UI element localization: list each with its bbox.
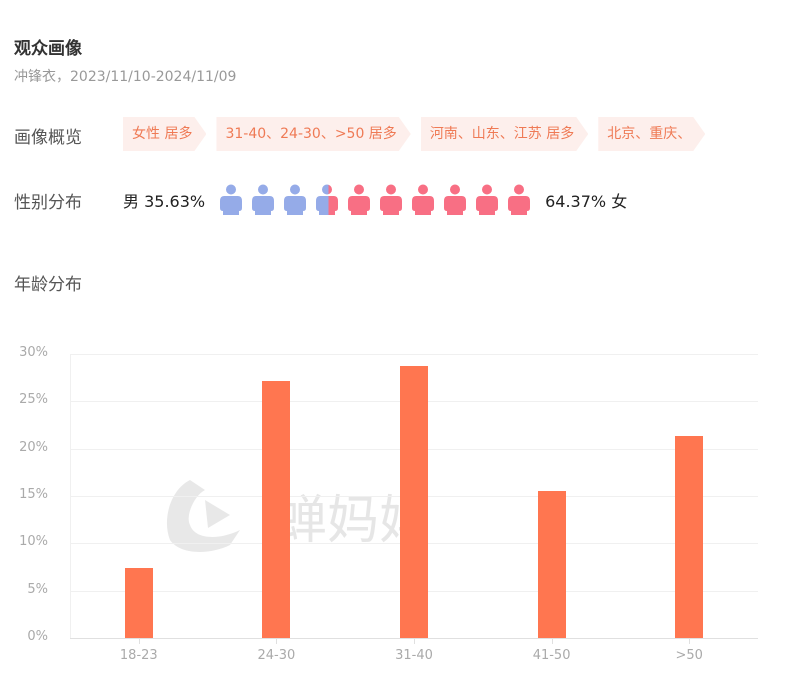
y-tick-label: 10% bbox=[19, 534, 48, 550]
x-tick-label: 41-50 bbox=[532, 648, 571, 663]
person-icon bbox=[380, 184, 403, 215]
y-tick-label: 0% bbox=[27, 629, 48, 644]
gender-label: 性别分布 bbox=[14, 193, 82, 213]
person-icon bbox=[508, 184, 531, 215]
overview-tag-age: 31-40、24-30、>50 居多 bbox=[216, 117, 410, 151]
overview-tag-province: 河南、山东、江苏 居多 bbox=[421, 117, 588, 151]
bar-41-50[interactable] bbox=[537, 491, 566, 638]
male-percentage: 男 35.63% bbox=[123, 192, 206, 211]
y-tick-label: 20% bbox=[19, 439, 48, 455]
bar->50[interactable] bbox=[675, 436, 704, 638]
female-percentage: 64.37% 女 bbox=[545, 192, 628, 211]
overview-tags: 女性 居多 31-40、24-30、>50 居多 河南、山东、江苏 居多 北京、… bbox=[123, 117, 705, 151]
x-tick-mark bbox=[138, 639, 140, 644]
y-axis-line bbox=[70, 354, 71, 638]
person-icon bbox=[444, 184, 467, 215]
x-tick-label: 18-23 bbox=[119, 648, 158, 663]
bar-18-23[interactable] bbox=[124, 567, 153, 638]
overview-tag-city: 北京、重庆、 bbox=[598, 117, 705, 151]
overview-tag-gender: 女性 居多 bbox=[123, 117, 206, 151]
x-axis-line bbox=[70, 638, 758, 639]
y-tick-label: 5% bbox=[27, 581, 48, 597]
person-icon bbox=[412, 184, 435, 215]
y-tick-label: 30% bbox=[19, 345, 48, 360]
page-title: 观众画像 bbox=[14, 39, 82, 59]
watermark-logo-icon: 蝉妈妈 bbox=[166, 480, 400, 552]
page-subtitle: 冲锋衣，2023/11/10-2024/11/09 bbox=[14, 69, 237, 85]
age-bar-chart: 0% 5% 10% 15% 20% 25% 30% 18-23 24-30 31-40 41-50 >… bbox=[0, 340, 800, 696]
y-tick-label: 25% bbox=[19, 392, 48, 408]
x-tick-label: 31-40 bbox=[395, 648, 433, 663]
overview-label: 画像概览 bbox=[14, 128, 82, 148]
person-icon bbox=[316, 184, 339, 215]
person-icon bbox=[252, 184, 275, 215]
person-icon bbox=[220, 184, 243, 215]
gender-distribution: 男 35.63% 64.37% 女 bbox=[123, 184, 627, 216]
bar-24-30[interactable] bbox=[262, 381, 291, 638]
bar-31-40[interactable] bbox=[400, 366, 428, 638]
x-tick-mark bbox=[689, 639, 691, 644]
x-tick-mark bbox=[551, 639, 553, 644]
gender-icon-row bbox=[219, 184, 531, 216]
person-icon bbox=[348, 184, 371, 215]
gridline bbox=[70, 354, 758, 355]
x-tick-mark bbox=[276, 639, 278, 644]
age-section-title: 年龄分布 bbox=[14, 275, 82, 295]
y-tick-label: 15% bbox=[19, 487, 48, 502]
x-tick-label: 24-30 bbox=[257, 648, 296, 663]
x-tick-mark bbox=[414, 639, 415, 644]
x-tick-label: >50 bbox=[675, 648, 703, 663]
person-icon bbox=[476, 184, 499, 215]
person-icon bbox=[284, 184, 307, 215]
watermark-text: 蝉妈妈 bbox=[275, 491, 400, 551]
